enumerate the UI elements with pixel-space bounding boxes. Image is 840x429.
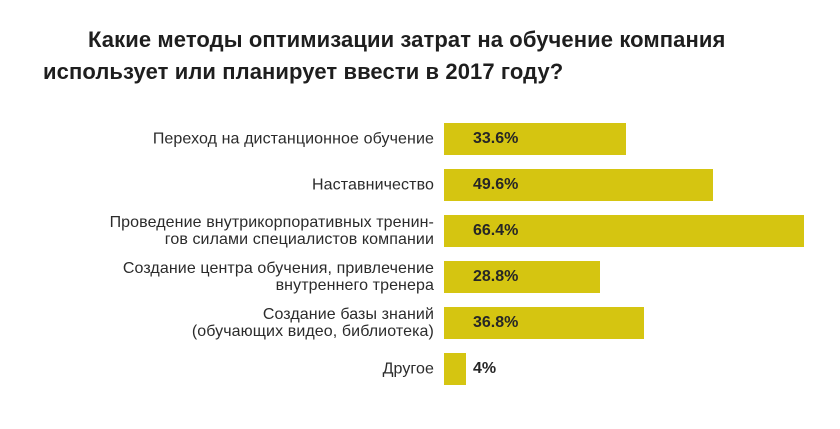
bar bbox=[444, 261, 601, 293]
bar bbox=[444, 215, 804, 247]
bar bbox=[444, 123, 627, 155]
value-label: 4% bbox=[473, 360, 497, 377]
chart-row: Другое 4% bbox=[0, 353, 840, 385]
value-label: 33.6% bbox=[473, 130, 519, 147]
chart-row: Проведение внутрикорпоративных тренин-го… bbox=[0, 214, 840, 248]
category-label: Переход на дистанционное обучение bbox=[152, 130, 434, 148]
category-label: Создание базы знаний (обучающих видео, би… bbox=[191, 306, 434, 340]
chart-title: Какие методы оптимизации затрат на обуче… bbox=[43, 27, 726, 84]
bar bbox=[444, 353, 466, 385]
bar bbox=[444, 307, 644, 339]
category-label: Другое bbox=[382, 360, 434, 378]
chart-row: Создание базы знаний (обучающих видео, би… bbox=[0, 306, 840, 340]
value-label: 66.4% bbox=[473, 222, 519, 239]
value-label: 49.6% bbox=[473, 176, 519, 193]
chart-row: Создание центра обучения, привлечение вну… bbox=[0, 260, 840, 294]
category-label: Проведение внутрикорпоративных тренин-го… bbox=[109, 214, 434, 248]
category-label: Создание центра обучения, привлечение вну… bbox=[122, 260, 434, 294]
value-label: 36.8% bbox=[473, 314, 519, 331]
chart-row: Наставничество 49.6% bbox=[0, 169, 840, 201]
category-label: Наставничество bbox=[312, 176, 434, 194]
chart-row: Переход на дистанционное обучение 33.6% bbox=[0, 123, 840, 155]
value-label: 28.8% bbox=[473, 268, 519, 285]
bar bbox=[444, 169, 713, 201]
